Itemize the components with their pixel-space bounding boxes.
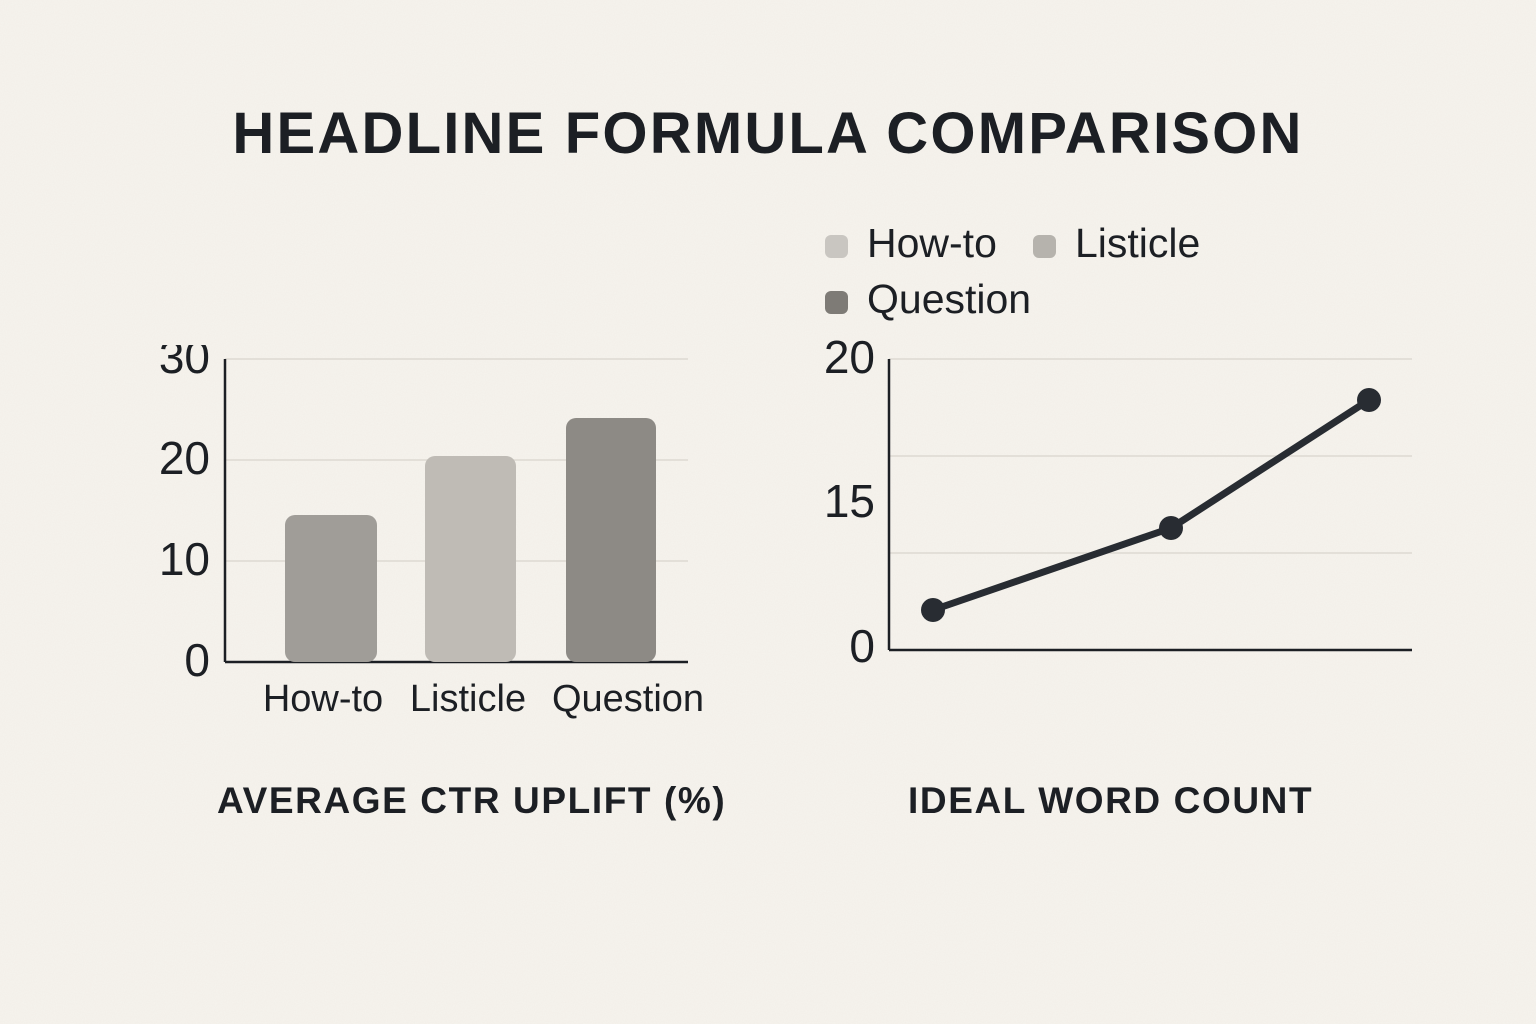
svg-text:30: 30 <box>160 345 210 383</box>
svg-text:Question: Question <box>867 276 1031 322</box>
svg-text:0: 0 <box>184 634 210 686</box>
svg-text:20: 20 <box>824 331 875 383</box>
svg-text:15: 15 <box>824 475 875 527</box>
svg-text:10: 10 <box>160 533 210 585</box>
svg-text:0: 0 <box>849 620 875 672</box>
svg-text:Listicle: Listicle <box>1075 220 1200 266</box>
svg-text:Question: Question <box>552 678 704 720</box>
svg-text:How-to: How-to <box>867 220 997 266</box>
svg-text:20: 20 <box>160 432 210 484</box>
svg-text:Listicle: Listicle <box>410 678 526 720</box>
svg-text:How-to: How-to <box>263 678 383 720</box>
